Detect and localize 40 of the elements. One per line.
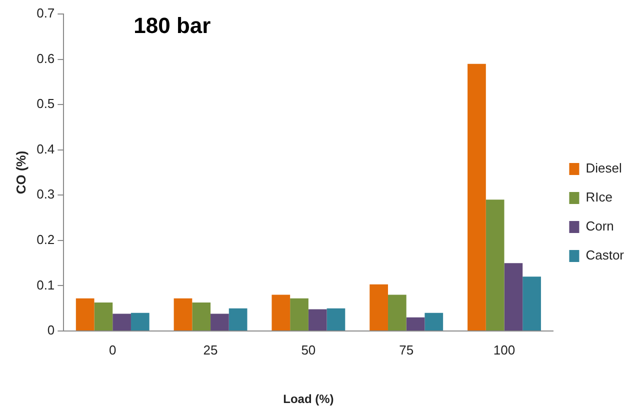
x-tick-label: 75 <box>399 342 414 358</box>
bar <box>388 294 406 330</box>
y-axis-title: CO (%) <box>13 150 28 194</box>
y-tick-label: 0.2 <box>36 232 55 248</box>
bar <box>486 200 504 330</box>
bar <box>326 308 346 330</box>
bar <box>94 302 113 330</box>
bar <box>174 298 192 330</box>
bar <box>370 284 388 330</box>
x-tick-label: 50 <box>301 342 316 358</box>
bar <box>308 309 327 330</box>
x-tick-label: 100 <box>493 342 516 358</box>
bar <box>290 298 308 330</box>
y-tick-label: 0 <box>47 322 55 338</box>
x-tick-label: 0 <box>109 342 116 358</box>
bar <box>406 317 425 330</box>
x-tick-label: 25 <box>203 342 218 358</box>
y-tick-label: 0.6 <box>36 50 55 66</box>
bar <box>76 298 94 330</box>
y-tick-label: 0.1 <box>36 277 55 292</box>
x-axis-title: Load (%) <box>283 392 334 406</box>
bar <box>112 314 131 330</box>
y-tick-label: 0.4 <box>36 141 55 156</box>
legend-label: Corn <box>586 218 614 234</box>
bar <box>192 302 211 330</box>
legend-label: RIce <box>586 190 612 205</box>
y-tick-label: 0.5 <box>36 96 55 112</box>
bar <box>210 314 229 330</box>
bar <box>424 312 444 330</box>
bar <box>504 263 523 330</box>
legend-label: Diesel <box>586 160 622 176</box>
bar <box>272 294 290 330</box>
bar <box>228 308 248 330</box>
bar <box>468 64 486 330</box>
y-tick-label: 0.3 <box>36 186 55 202</box>
bar <box>130 312 150 330</box>
y-tick-label: 0.7 <box>36 6 55 21</box>
chart-title: 180 bar <box>134 13 212 38</box>
legend-label: Castor <box>586 248 625 263</box>
bar <box>522 276 541 330</box>
